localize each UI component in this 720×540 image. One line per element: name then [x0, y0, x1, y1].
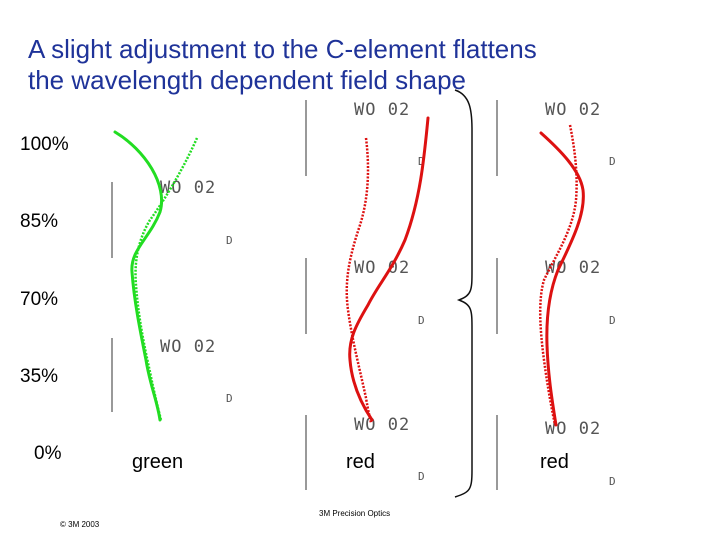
- plate-mark: D: [418, 470, 425, 483]
- plate-fragments-red-1: WO 02 D WO 02 D WO 02 D: [305, 100, 425, 490]
- field-level-85: 85%: [20, 211, 59, 232]
- field-level-35: 35%: [20, 366, 59, 387]
- plate-fragments-red-2: WO 02 D WO 02 D WO 02 D: [496, 100, 616, 490]
- plate-label: WO 02: [354, 100, 410, 120]
- green-solid-curve: [113, 130, 163, 422]
- curly-brace: [454, 89, 473, 498]
- plate-mark: D: [609, 475, 616, 488]
- red-solid-curve-1: [348, 116, 430, 422]
- red-dashed-curve-1: [345, 137, 373, 424]
- title-line-2: the wavelength dependent field shape: [28, 65, 467, 95]
- column-label-green: green: [132, 451, 184, 473]
- plate-label: WO 02: [160, 337, 216, 357]
- field-level-0: 0%: [34, 443, 62, 464]
- plate-mark: D: [226, 234, 233, 247]
- field-level-100: 100%: [20, 134, 69, 155]
- plate-label: WO 02: [545, 100, 601, 120]
- red-solid-curve-2: [539, 131, 585, 427]
- plate-label: WO 02: [545, 258, 601, 278]
- plate-mark: D: [609, 314, 616, 327]
- footer-copyright: © 3M 2003: [60, 520, 100, 529]
- plate-mark: D: [418, 155, 425, 168]
- slide-title: A slight adjustment to the C-element fla…: [28, 34, 708, 96]
- plate-label: WO 02: [354, 415, 410, 435]
- footer-center: 3M Precision Optics: [319, 509, 391, 518]
- plate-mark: D: [226, 392, 233, 405]
- field-level-70: 70%: [20, 289, 59, 310]
- column-label-red-1: red: [346, 451, 375, 473]
- plate-fragments-green: WO 02 D WO 02 D: [111, 178, 233, 412]
- plate-mark: D: [418, 314, 425, 327]
- plate-mark: D: [609, 155, 616, 168]
- plate-label: WO 02: [354, 258, 410, 278]
- column-label-red-2: red: [540, 451, 569, 473]
- plate-label: WO 02: [160, 178, 216, 198]
- red-dashed-curve-2: [539, 124, 578, 426]
- plate-label: WO 02: [545, 419, 601, 439]
- green-dashed-curve: [134, 137, 199, 421]
- title-line-1: A slight adjustment to the C-element fla…: [28, 34, 537, 64]
